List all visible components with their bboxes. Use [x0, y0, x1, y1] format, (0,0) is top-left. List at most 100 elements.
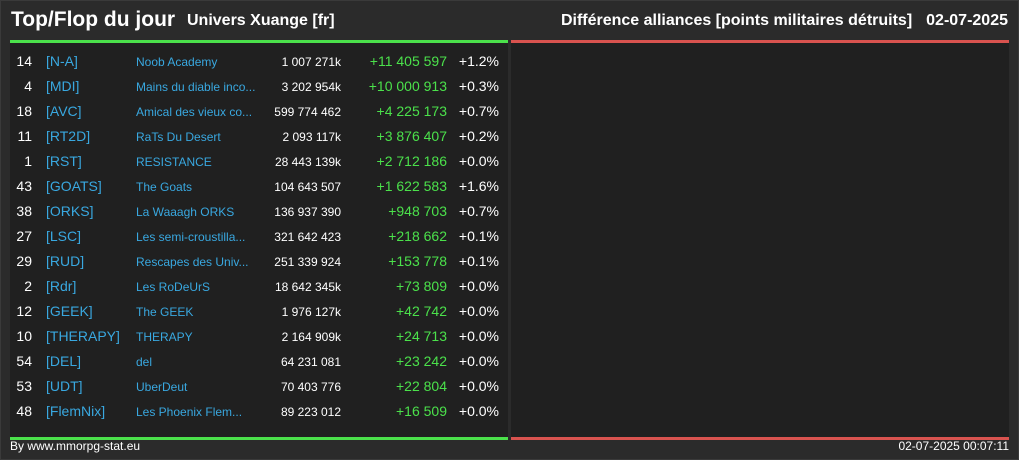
alliance-tag[interactable]: [FlemNix]	[46, 403, 106, 419]
percent-change: +0.3%	[458, 78, 499, 94]
percent-change: +0.7%	[458, 103, 499, 119]
rank: 48	[16, 403, 32, 419]
percent-change: +0.0%	[458, 153, 499, 169]
alliance-name[interactable]: THERAPY	[136, 330, 193, 344]
ranking-type-label: Différence alliances [points militaires …	[560, 12, 913, 29]
alliance-name[interactable]: Rescapes des Univ...	[136, 255, 249, 269]
percent-change: +1.2%	[458, 53, 499, 69]
alliance-tag[interactable]: [THERAPY]	[46, 328, 120, 344]
alliance-tag[interactable]: [GOATS]	[46, 178, 102, 194]
alliance-tag[interactable]: [ORKS]	[46, 203, 94, 219]
alliance-points: 2 093 117k	[282, 130, 342, 144]
alliance-tag[interactable]: [GEEK]	[46, 303, 93, 319]
rank: 54	[16, 353, 32, 369]
points-difference: +153 778	[388, 253, 447, 269]
table-row[interactable]: 10 [THERAPY] THERAPY 2 164 909k +24 713 …	[10, 325, 508, 350]
ranking-date: 02-07-2025	[926, 12, 1008, 29]
ranking-title: Différence alliances [points militaires …	[561, 12, 1008, 30]
alliance-points: 89 223 012	[280, 405, 341, 419]
percent-change: +0.0%	[458, 403, 499, 419]
alliance-tag[interactable]: [N-A]	[46, 53, 78, 69]
header: Top/Flop du jour Univers Xuange [fr] Dif…	[11, 6, 1008, 36]
table-row[interactable]: 38 [ORKS] La Waaagh ORKS 136 937 390 +94…	[10, 200, 508, 225]
alliance-name[interactable]: Les Phoenix Flem...	[136, 405, 243, 419]
alliance-tag[interactable]: [DEL]	[46, 353, 82, 369]
alliance-points: 104 643 507	[274, 180, 341, 194]
site-credit[interactable]: By www.mmorpg-stat.eu	[10, 439, 141, 453]
alliance-tag[interactable]: [AVC]	[46, 103, 82, 119]
table-row[interactable]: 12 [GEEK] The GEEK 1 976 127k +42 742 +0…	[10, 300, 508, 325]
alliance-tag[interactable]: [Rdr]	[46, 278, 77, 294]
rank: 43	[16, 178, 32, 194]
points-difference: +2 712 186	[376, 153, 447, 169]
rank: 27	[16, 228, 32, 244]
rank: 18	[16, 103, 32, 119]
alliance-name[interactable]: Les RoDeUrS	[136, 280, 211, 294]
table-row[interactable]: 14 [N-A] Noob Academy 1 007 271k +11 405…	[10, 50, 508, 75]
rank: 1	[24, 153, 32, 169]
points-difference: +10 000 913	[368, 78, 447, 94]
alliance-tag[interactable]: [RT2D]	[46, 128, 91, 144]
alliance-points: 136 937 390	[274, 205, 341, 219]
points-difference: +4 225 173	[376, 103, 447, 119]
alliance-name[interactable]: RESISTANCE	[136, 155, 212, 169]
generated-timestamp: 02-07-2025 00:07:11	[898, 439, 1009, 453]
alliance-name[interactable]: UberDeut	[136, 380, 188, 394]
points-difference: +11 405 597	[369, 53, 447, 69]
table-row[interactable]: 18 [AVC] Amical des vieux co... 599 774 …	[10, 100, 508, 125]
percent-change: +0.7%	[458, 203, 499, 219]
top-rows: 14 [N-A] Noob Academy 1 007 271k +11 405…	[10, 50, 508, 425]
rank: 29	[16, 253, 32, 269]
table-row[interactable]: 48 [FlemNix] Les Phoenix Flem... 89 223 …	[10, 400, 508, 425]
rank: 38	[16, 203, 32, 219]
alliance-tag[interactable]: [LSC]	[46, 228, 82, 244]
alliance-tag[interactable]: [UDT]	[46, 378, 83, 394]
table-row[interactable]: 2 [Rdr] Les RoDeUrS 18 642 345k +73 809 …	[10, 275, 508, 300]
points-difference: +22 804	[396, 378, 447, 394]
alliance-points: 28 443 139k	[274, 155, 341, 169]
alliance-tag[interactable]: [MDI]	[46, 78, 80, 94]
alliance-name[interactable]: Noob Academy	[136, 55, 218, 69]
table-row[interactable]: 53 [UDT] UberDeut 70 403 776 +22 804 +0.…	[10, 375, 508, 400]
alliance-name[interactable]: Mains du diable inco...	[136, 80, 256, 94]
points-difference: +42 742	[396, 303, 447, 319]
table-row[interactable]: 27 [LSC] Les semi-croustilla... 321 642 …	[10, 225, 508, 250]
alliance-name[interactable]: The GEEK	[136, 305, 194, 319]
alliance-points: 1 007 271k	[281, 55, 341, 69]
points-difference: +23 242	[396, 353, 447, 369]
page-title: Top/Flop du jour	[11, 8, 176, 31]
points-difference: +218 662	[388, 228, 447, 244]
alliance-points: 1 976 127k	[281, 305, 341, 319]
universe-label: Univers Xuange [fr]	[187, 12, 335, 29]
table-row[interactable]: 43 [GOATS] The Goats 104 643 507 +1 622 …	[10, 175, 508, 200]
table-row[interactable]: 29 [RUD] Rescapes des Univ... 251 339 92…	[10, 250, 508, 275]
percent-change: +0.0%	[458, 278, 499, 294]
flop-panel	[511, 40, 1009, 440]
percent-change: +0.1%	[458, 228, 499, 244]
table-row[interactable]: 54 [DEL] del 64 231 081 +23 242 +0.0%	[10, 350, 508, 375]
alliance-points: 64 231 081	[280, 355, 341, 369]
alliance-name[interactable]: La Waaagh ORKS	[136, 205, 235, 219]
points-difference: +16 509	[396, 403, 447, 419]
table-row[interactable]: 11 [RT2D] RaTs Du Desert 2 093 117k +3 8…	[10, 125, 508, 150]
points-difference: +24 713	[396, 328, 447, 344]
rank: 12	[16, 303, 32, 319]
alliance-name[interactable]: RaTs Du Desert	[136, 130, 221, 144]
table-row[interactable]: 1 [RST] RESISTANCE 28 443 139k +2 712 18…	[10, 150, 508, 175]
alliance-tag[interactable]: [RUD]	[46, 253, 85, 269]
alliance-points: 70 403 776	[280, 380, 341, 394]
points-difference: +948 703	[388, 203, 447, 219]
rank: 10	[16, 328, 32, 344]
rank: 53	[16, 378, 32, 394]
percent-change: +0.2%	[458, 128, 499, 144]
alliance-tag[interactable]: [RST]	[46, 153, 82, 169]
rank: 14	[16, 53, 32, 69]
alliance-name[interactable]: Les semi-croustilla...	[136, 230, 246, 244]
alliance-name[interactable]: del	[136, 355, 153, 369]
percent-change: +1.6%	[458, 178, 499, 194]
alliance-name[interactable]: Amical des vieux co...	[136, 105, 253, 119]
alliance-name[interactable]: The Goats	[136, 180, 193, 194]
table-row[interactable]: 4 [MDI] Mains du diable inco... 3 202 95…	[10, 75, 508, 100]
alliance-points: 2 164 909k	[281, 330, 341, 344]
rank: 2	[24, 278, 32, 294]
